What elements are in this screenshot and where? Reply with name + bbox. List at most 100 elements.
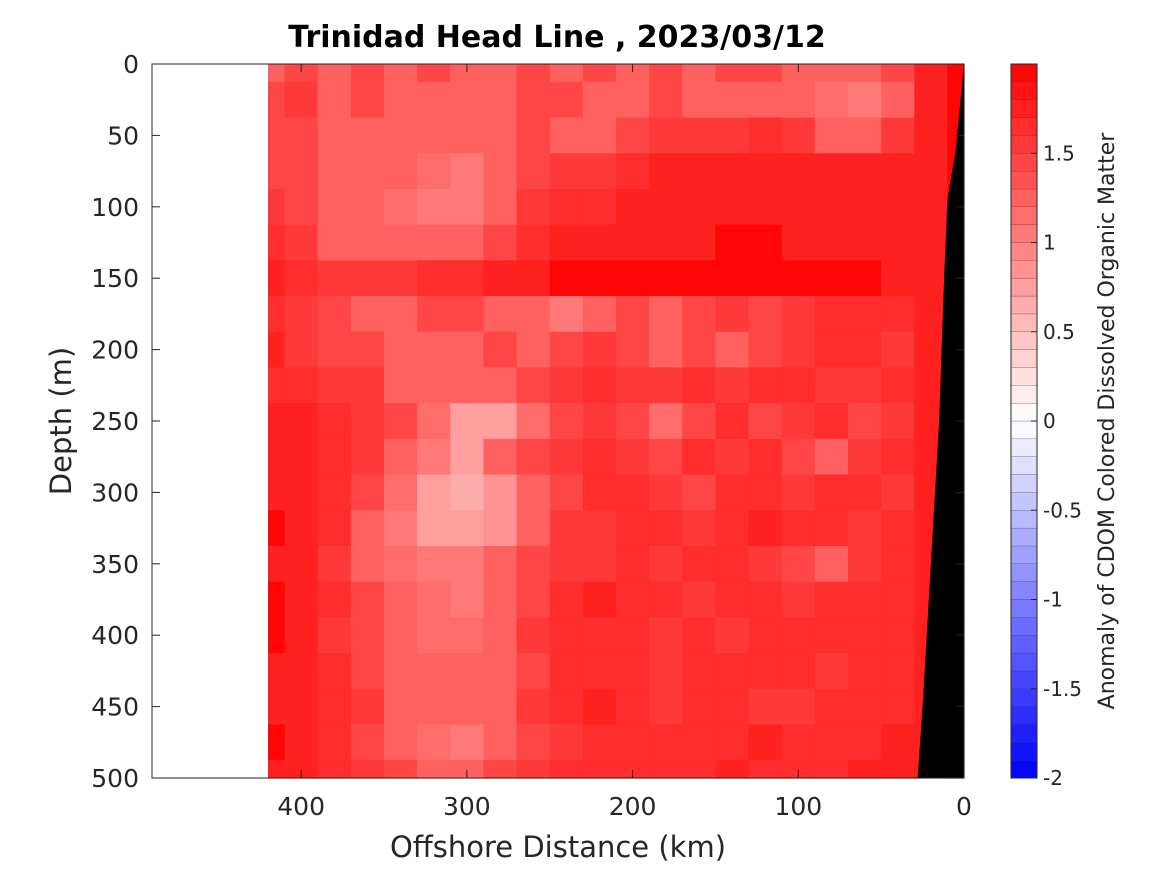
- contour-cell: [516, 117, 551, 154]
- colorbar-swatch: [1010, 545, 1038, 564]
- contour-cell: [549, 438, 584, 476]
- contour-cell: [317, 617, 352, 654]
- colorbar-tick-label: 0: [1043, 409, 1056, 433]
- contour-cell: [417, 260, 451, 297]
- contour-cell: [384, 438, 418, 476]
- contour-cell: [682, 188, 717, 226]
- contour-cell: [549, 403, 584, 440]
- contour-cell: [516, 438, 551, 476]
- contour-cell: [748, 760, 783, 779]
- contour-cell: [848, 224, 882, 261]
- contour-cell: [748, 688, 783, 726]
- contour-cell: [516, 510, 551, 547]
- contour-cell: [814, 224, 849, 261]
- contour-cell: [350, 224, 385, 261]
- contour-cell: [350, 617, 385, 654]
- contour-cell: [450, 153, 485, 190]
- colorbar-tick-label: -1.5: [1043, 677, 1082, 701]
- contour-cell: [350, 117, 385, 154]
- contour-cell: [682, 224, 717, 261]
- contour-cell: [483, 581, 518, 618]
- colorbar-swatch: [1010, 688, 1038, 707]
- contour-cell: [317, 510, 352, 547]
- colorbar-ticks: 1.5 1 0.5 0 -0.5 -1 -1.5 -2: [1031, 141, 1082, 790]
- contour-cell: [268, 367, 286, 404]
- x-axis-ticks: 400 300 200 100 0: [277, 64, 972, 821]
- contour-cell: [582, 64, 617, 83]
- contour-cell: [649, 188, 683, 226]
- contour-cell: [814, 331, 849, 369]
- contour-cell: [616, 117, 650, 154]
- contour-cell: [268, 510, 286, 547]
- contour-cell: [814, 438, 849, 476]
- contour-cell: [682, 260, 717, 297]
- contour-cell: [748, 653, 783, 690]
- contour-cell: [317, 367, 352, 404]
- contour-cell: [516, 688, 551, 726]
- contour-cell: [284, 117, 319, 154]
- x-axis-label: Offshore Distance (km): [390, 830, 726, 864]
- contour-cell: [781, 296, 816, 333]
- contour-cell: [582, 545, 617, 583]
- contour-cell: [914, 296, 949, 333]
- contour-cell: [682, 688, 717, 726]
- colorbar-swatch: [1010, 563, 1038, 582]
- colorbar-swatch: [1010, 99, 1038, 118]
- contour-cell: [350, 260, 385, 297]
- contour-cell: [268, 581, 286, 618]
- contour-cell: [417, 760, 451, 779]
- contour-cell: [350, 64, 385, 83]
- contour-cell: [682, 474, 717, 511]
- contour-cell: [715, 81, 750, 119]
- colorbar-swatch: [1010, 759, 1038, 779]
- colorbar-swatch: [1010, 135, 1038, 154]
- contour-cell: [450, 760, 485, 779]
- contour-cell: [284, 64, 319, 83]
- contour-cell: [483, 260, 518, 297]
- contour-cell: [384, 117, 418, 154]
- contour-cell: [881, 617, 915, 654]
- contour-cell: [715, 64, 750, 83]
- x-tick-label: 300: [443, 792, 491, 821]
- contour-cell: [649, 688, 683, 726]
- contour-cell: [616, 474, 650, 511]
- seafloor-bathymetry: [917, 64, 964, 778]
- contour-cell: [781, 617, 816, 654]
- contour-cell: [516, 81, 551, 119]
- contour-cell: [649, 331, 683, 369]
- contour-cell: [417, 224, 451, 261]
- contour-cell: [748, 81, 783, 119]
- contour-cell: [848, 296, 882, 333]
- contour-cell: [483, 367, 518, 404]
- contour-cell: [649, 653, 683, 690]
- contour-cell: [417, 403, 451, 440]
- contour-cell: [582, 367, 617, 404]
- colorbar-label: Anomaly of CDOM Colored Dissolved Organi…: [1095, 132, 1120, 710]
- contour-cell: [483, 438, 518, 476]
- contour-cell: [384, 331, 418, 369]
- contour-cell: [781, 188, 816, 226]
- contour-cell: [682, 153, 717, 190]
- contour-cell: [317, 688, 352, 726]
- colorbar-swatch: [1010, 242, 1038, 261]
- contour-cell: [848, 653, 882, 690]
- contour-cell: [450, 617, 485, 654]
- contour-cell: [549, 367, 584, 404]
- colorbar-tick-label: 1: [1043, 231, 1056, 255]
- contour-cell: [781, 117, 816, 154]
- contour-cell: [582, 81, 617, 119]
- contour-cell: [616, 224, 650, 261]
- contour-cell: [483, 403, 518, 440]
- contour-cell: [748, 474, 783, 511]
- contour-cell: [814, 688, 849, 726]
- contour-cell: [748, 331, 783, 369]
- contour-cell: [881, 474, 915, 511]
- contour-cell: [284, 438, 319, 476]
- x-tick-label: 0: [956, 792, 972, 821]
- contour-cell: [748, 296, 783, 333]
- contour-cell: [848, 688, 882, 726]
- contour-cell: [516, 581, 551, 618]
- contour-cell: [582, 403, 617, 440]
- contour-cell: [715, 510, 750, 547]
- contour-cell: [483, 617, 518, 654]
